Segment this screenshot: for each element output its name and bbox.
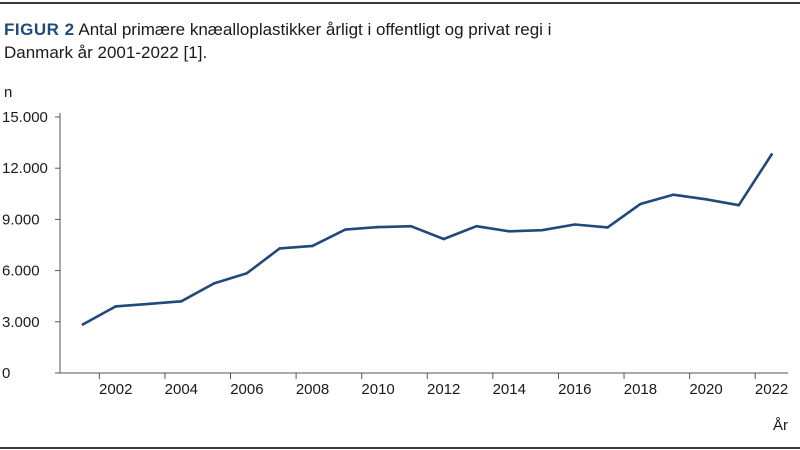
x-tick-label: 2004 (165, 381, 198, 398)
x-tick-label: 2002 (99, 381, 132, 398)
x-tick-label: 2008 (296, 381, 329, 398)
data-point (704, 197, 708, 201)
data-point (212, 282, 216, 285)
figure-label: FIGUR 2 (4, 20, 75, 39)
data-point (639, 202, 642, 206)
data-point (442, 237, 445, 241)
x-tick-label: 2010 (361, 381, 394, 398)
data-point (573, 223, 577, 226)
figure-title: Antal primære knæalloplastikker årligt i… (4, 20, 552, 62)
data-point (737, 203, 741, 207)
x-tick-label: 2012 (427, 381, 460, 398)
data-point (343, 228, 347, 231)
data-point (311, 244, 314, 248)
data-point (147, 302, 150, 306)
data-point (376, 225, 380, 229)
data-point (180, 300, 183, 303)
x-tick-label: 2022 (755, 381, 788, 398)
x-axis-label: År (773, 417, 788, 434)
data-point (770, 153, 773, 156)
y-axis: 0 3.000 6.000 9.000 12.000 15.000 (2, 109, 61, 382)
y-axis-label: n (4, 84, 12, 101)
x-tick-label: 2018 (624, 381, 657, 398)
data-point (507, 230, 511, 233)
series-line (81, 153, 773, 326)
data-point (475, 224, 478, 228)
data-point (245, 271, 249, 275)
bottom-rule (0, 447, 800, 449)
data-point (671, 193, 675, 196)
data-point (114, 305, 118, 308)
data-point (606, 226, 609, 229)
x-axis: 2002 2004 2006 2008 2010 2012 2014 2016 2018 2020… (60, 372, 788, 398)
data-point (278, 247, 282, 250)
data-point (81, 323, 85, 326)
y-tick-label: 0 (2, 365, 10, 382)
x-tick-label: 2020 (689, 381, 722, 398)
figure-caption: FIGUR 2 Antal primære knæalloplastikker … (4, 18, 564, 64)
x-tick-label: 2006 (230, 381, 263, 398)
x-tick-label: 2016 (558, 381, 591, 398)
series-points (81, 153, 773, 326)
data-point (409, 224, 413, 228)
data-point (540, 228, 544, 232)
y-tick-label: 9.000 (2, 211, 40, 228)
y-tick-label: 3.000 (2, 314, 40, 331)
top-rule (0, 2, 800, 4)
y-tick-label: 15.000 (2, 109, 48, 126)
x-tick-label: 2014 (493, 381, 526, 398)
y-tick-label: 6.000 (2, 263, 40, 280)
y-tick-label: 12.000 (2, 160, 48, 177)
